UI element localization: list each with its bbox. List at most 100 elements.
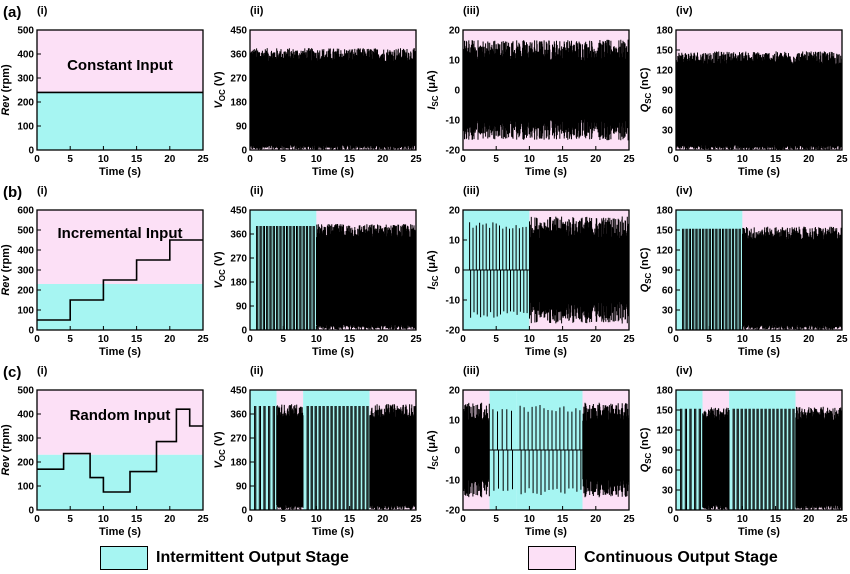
panel-0-2-ytick-label: 20 xyxy=(449,26,461,37)
panel-0-3-xtick-label: 5 xyxy=(706,154,712,165)
panel-2-3-signal xyxy=(676,406,843,511)
panel-1-1-signal-trace xyxy=(250,224,417,331)
panel-1-3-ytick-label: 120 xyxy=(656,246,673,257)
panel-1-2-ytick-label: -10 xyxy=(446,296,461,307)
panel-1-2-label: (iii) xyxy=(463,185,480,197)
legend-label-continuous: Continuous Output Stage xyxy=(584,549,778,566)
panel-0-3-xtick-label: 15 xyxy=(770,154,782,165)
panel-0-1-xtick-label: 25 xyxy=(410,154,422,165)
panel-1-3-xtick-label: 20 xyxy=(803,334,815,345)
panel-1-3-xtick-label: 5 xyxy=(706,334,712,345)
panel-1-3-ytick-label: 30 xyxy=(662,306,674,317)
panel-0-3-ytick-label: 180 xyxy=(656,26,673,37)
panel-0-3-ytick-label: 30 xyxy=(662,126,674,137)
panel-1-1-xtick-label: 20 xyxy=(377,334,389,345)
panel-0-0-ytick-label: 0 xyxy=(28,146,34,157)
panel-0-1-ytick-label: 360 xyxy=(230,50,247,61)
legend-intermittent: Intermittent Output Stage xyxy=(100,545,349,571)
panel-2-0-ytick-label: 100 xyxy=(17,482,34,493)
panel-1-0-rev-line xyxy=(37,239,203,321)
panel-2-1-ytick-label: 270 xyxy=(230,434,247,445)
panel-2-0-frame xyxy=(36,389,204,511)
legend-continuous: Continuous Output Stage xyxy=(528,545,778,571)
panel-1-2-xtick-label: 0 xyxy=(460,334,466,345)
panel-0-2-xtick-label: 20 xyxy=(590,154,602,165)
panel-2-0-xtick-label: 0 xyxy=(34,514,40,525)
panel-2-0-xtick-label: 15 xyxy=(131,514,143,525)
panel-1-0-xtick-label: 25 xyxy=(197,334,209,345)
panel-2-0-ytick-label: 200 xyxy=(17,458,34,469)
row-label-0: (a) xyxy=(3,4,21,21)
panel-0-3-ytick-label: 120 xyxy=(656,66,673,77)
panel-2-0-rev-line xyxy=(37,408,203,493)
panel-1-0-xtick-label: 10 xyxy=(98,334,110,345)
panel-2-0-xtick-label: 10 xyxy=(98,514,110,525)
panel-1-2-xtick-label: 5 xyxy=(493,334,499,345)
panel-0-3-xtick-label: 0 xyxy=(673,154,679,165)
panel-1-3-xtick-label: 15 xyxy=(770,334,782,345)
panel-1-1-ytick-label: 180 xyxy=(230,278,247,289)
panel-0-1-xtick-label: 15 xyxy=(344,154,356,165)
panel-2-2-xtick-label: 25 xyxy=(623,514,635,525)
panel-0-1-signal-trace xyxy=(249,48,417,150)
panel-0-3-xtick-label: 20 xyxy=(803,154,815,165)
panel-2-3-xtick-label: 5 xyxy=(706,514,712,525)
panel-2-3-ytick-label: 120 xyxy=(656,426,673,437)
panel-0-1-ytick-label: 0 xyxy=(241,146,247,157)
panel-2-0-annotation: Random Input xyxy=(70,407,171,424)
panel-1-0-ytick-label: 300 xyxy=(17,266,34,277)
panel-2-0-bg-intermittent xyxy=(37,454,203,510)
panel-0-1-ytick-label: 450 xyxy=(230,26,247,37)
panel-1-1-ytick-label: 90 xyxy=(236,302,248,313)
panel-1-0-ytick-label: 600 xyxy=(17,206,34,217)
panel-1-1-xtick-label: 25 xyxy=(410,334,422,345)
panel-2-0-xtick-label: 25 xyxy=(197,514,209,525)
row-label-1: (b) xyxy=(3,184,22,201)
panel-2-2-xtick-label: 0 xyxy=(460,514,466,525)
panel-0-1-label: (ii) xyxy=(250,5,264,17)
panel-0-0-bg-continuous xyxy=(37,30,203,93)
panel-1-3-ytick-label: 180 xyxy=(656,206,673,217)
panel-2-1-xtick-label: 20 xyxy=(377,514,389,525)
panel-2-3-ytick-label: 0 xyxy=(667,506,673,517)
panel-2-3-signal-trace xyxy=(676,406,843,511)
panel-1-0-bg-intermittent xyxy=(37,284,203,330)
panel-0-2-signal-trace xyxy=(462,39,630,141)
panel-0-1-signal xyxy=(249,48,417,150)
panel-2-0-ytick-label: 0 xyxy=(28,506,34,517)
panel-0-2-xtick-label: 5 xyxy=(493,154,499,165)
panel-0-0-xlabel: Time (s) xyxy=(99,166,141,178)
panel-2-0-ylabel: Rev (rpm) xyxy=(0,424,12,476)
legend-swatch-intermittent xyxy=(100,546,148,570)
panel-2-2-xtick-label: 20 xyxy=(590,514,602,525)
panel-1-2-xtick-label: 15 xyxy=(557,334,569,345)
panel-1-1-ylabel: VOC (V) xyxy=(213,251,227,288)
panel-1-0-xlabel: Time (s) xyxy=(99,346,141,358)
panel-1-3-ytick-label: 0 xyxy=(667,326,673,337)
panel-2-1-signal-trace xyxy=(250,404,417,511)
panel-2-2-ytick-label: 10 xyxy=(449,416,461,427)
panel-0-0-label: (i) xyxy=(37,5,48,17)
panel-0-0-xtick-label: 25 xyxy=(197,154,209,165)
panel-2-3-ytick-label: 180 xyxy=(656,386,673,397)
panel-0-0-ytick-label: 200 xyxy=(17,98,34,109)
panel-2-2-ytick-label: 0 xyxy=(454,446,460,457)
panel-0-3-xtick-label: 10 xyxy=(737,154,749,165)
panel-2-0-xlabel: Time (s) xyxy=(99,526,141,538)
panel-1-2-xtick-label: 10 xyxy=(524,334,536,345)
panel-2-0-ytick-label: 300 xyxy=(17,434,34,445)
panel-1-1-xtick-label: 0 xyxy=(247,334,253,345)
panel-2-3-xlabel: Time (s) xyxy=(738,526,780,538)
panel-0-0-bg-intermittent xyxy=(37,92,203,150)
panel-1-0-label: (i) xyxy=(37,185,48,197)
panel-1-0-xtick-label: 0 xyxy=(34,334,40,345)
panel-2-3-label: (iv) xyxy=(676,365,693,377)
panel-1-2-xtick-label: 20 xyxy=(590,334,602,345)
panel-0-2-ylabel: ISC (μA) xyxy=(426,70,440,110)
panel-0-1-frame xyxy=(249,29,417,151)
panel-2-1-xtick-label: 25 xyxy=(410,514,422,525)
panel-2-1-xtick-label: 10 xyxy=(311,514,323,525)
panel-2-1-xtick-label: 0 xyxy=(247,514,253,525)
panel-0-0-xtick-label: 10 xyxy=(98,154,110,165)
panel-1-3-ytick-label: 90 xyxy=(662,266,674,277)
